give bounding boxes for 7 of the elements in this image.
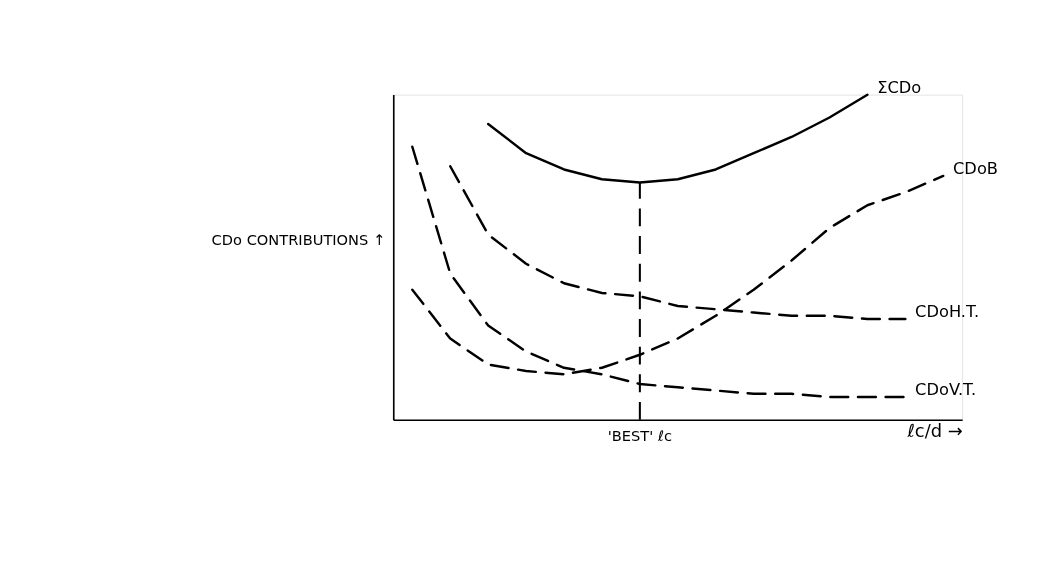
series-label: CDoB [953,159,998,179]
x-axis-title: ℓc/d → [906,420,963,442]
series-label: ΣCDo [877,78,922,98]
series-label: CDoV.T. [915,380,977,400]
series-label: CDoH.T. [915,302,980,322]
y-axis-title: CDo CONTRIBUTIONS ↑ [211,231,386,249]
text: 'BEST' ℓc [607,426,672,444]
